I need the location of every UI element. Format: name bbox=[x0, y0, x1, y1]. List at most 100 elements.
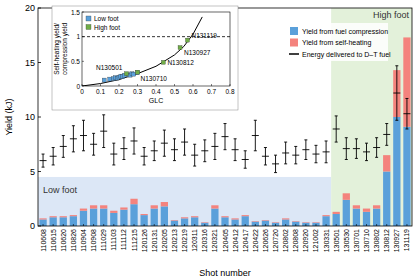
x-tick-label: 120422 bbox=[252, 229, 259, 252]
bar bbox=[302, 222, 309, 224]
bar bbox=[39, 219, 46, 226]
error-bar bbox=[393, 66, 400, 121]
x-tick-label: 130331 bbox=[323, 229, 330, 252]
x-tick bbox=[315, 224, 316, 226]
bar bbox=[262, 221, 269, 226]
inset-legend-label: Low foot bbox=[94, 15, 119, 22]
error-bar bbox=[161, 130, 168, 156]
x-tick bbox=[305, 224, 306, 226]
x-tick bbox=[285, 224, 286, 226]
bar bbox=[211, 205, 218, 208]
x-tick bbox=[53, 224, 54, 226]
region-label: Low foot bbox=[43, 185, 78, 195]
inset-x-tick-label: 0.4 bbox=[151, 88, 160, 95]
x-tick-label: 130701 bbox=[353, 229, 360, 252]
error-bar bbox=[40, 154, 47, 167]
bar bbox=[70, 215, 77, 216]
x-tick-label: 120205 bbox=[161, 229, 168, 252]
y-tick-label: 15 bbox=[25, 58, 35, 68]
point bbox=[132, 72, 136, 76]
bar bbox=[272, 223, 279, 226]
inset-x-tick-label: 0.8 bbox=[225, 88, 234, 95]
x-tick bbox=[154, 224, 155, 226]
bar bbox=[272, 222, 279, 224]
error-bar bbox=[292, 146, 299, 163]
inset-x-tick bbox=[230, 84, 231, 86]
error-bar bbox=[211, 133, 218, 159]
x-tick bbox=[83, 224, 84, 226]
x-tick-label: 120405 bbox=[222, 229, 229, 252]
bar bbox=[110, 211, 117, 213]
x-tick-label: 111103 bbox=[110, 229, 117, 251]
point-label: N130710 bbox=[141, 75, 168, 82]
bar bbox=[171, 221, 178, 226]
x-tick bbox=[336, 224, 337, 226]
x-tick-label: 120802 bbox=[282, 229, 289, 252]
error-bar bbox=[222, 124, 229, 150]
bar bbox=[70, 216, 77, 226]
bar bbox=[50, 217, 57, 226]
y-tick-label: 20 bbox=[25, 3, 35, 13]
bar bbox=[333, 212, 340, 214]
x-tick-label: 120321 bbox=[211, 229, 218, 252]
x-tick bbox=[123, 224, 124, 226]
error-bar bbox=[80, 120, 87, 151]
bar bbox=[161, 202, 168, 206]
error-bar bbox=[120, 138, 127, 160]
point bbox=[102, 78, 106, 82]
error-bar bbox=[100, 115, 107, 148]
x-tick-label: 111112 bbox=[120, 229, 127, 250]
bar bbox=[151, 205, 158, 208]
bar bbox=[242, 215, 249, 216]
bar bbox=[393, 117, 400, 226]
inset-x-axis-label: GLC bbox=[149, 97, 163, 104]
inset-x-tick-label: 0.6 bbox=[188, 88, 197, 95]
y-tick bbox=[38, 8, 41, 9]
error-bar bbox=[242, 151, 249, 168]
error-bar bbox=[232, 139, 239, 161]
x-tick bbox=[43, 224, 44, 226]
point bbox=[178, 46, 182, 50]
x-tick bbox=[214, 224, 215, 226]
x-tick-label: 110826 bbox=[70, 229, 77, 252]
bar bbox=[363, 209, 370, 212]
bar bbox=[151, 209, 158, 226]
legend: Yield from fuel compression Yield from se… bbox=[286, 23, 391, 61]
inset-legend-label: High foot bbox=[94, 24, 120, 32]
x-tick bbox=[376, 224, 377, 226]
error-bar bbox=[333, 116, 340, 142]
region bbox=[38, 177, 331, 226]
x-tick-label: 120412 bbox=[232, 229, 239, 252]
x-tick bbox=[396, 224, 397, 226]
error-bar bbox=[323, 141, 330, 163]
point bbox=[136, 71, 140, 75]
x-tick-label: 130812 bbox=[383, 229, 390, 252]
point bbox=[185, 38, 189, 42]
inset-y-tick-label: 0.5 bbox=[71, 58, 80, 65]
inset-y-tick-label: 1.5 bbox=[71, 9, 80, 16]
bar bbox=[242, 216, 249, 226]
legend-label: Yield from self-heating bbox=[302, 39, 371, 47]
x-tick-label: 130710 bbox=[363, 229, 370, 252]
bar bbox=[221, 217, 228, 226]
x-tick bbox=[113, 224, 114, 226]
inset-plot-area bbox=[82, 17, 230, 86]
error-bar bbox=[110, 143, 117, 165]
legend-label: Yield from fuel compression bbox=[302, 28, 388, 36]
bar bbox=[161, 206, 168, 226]
bar bbox=[333, 214, 340, 226]
bar bbox=[80, 211, 87, 226]
inset-legend-swatch bbox=[86, 25, 91, 30]
y-tick-label: 0 bbox=[30, 221, 35, 231]
bar bbox=[383, 172, 390, 227]
legend-label: Energy delivered to D–T fuel bbox=[302, 51, 391, 59]
x-tick bbox=[73, 224, 74, 226]
point bbox=[108, 77, 112, 81]
y-tick bbox=[38, 117, 41, 118]
region-label: High foot bbox=[373, 10, 410, 20]
inset-frame bbox=[82, 12, 230, 86]
x-tick bbox=[326, 224, 327, 226]
x-tick-label: 120626 bbox=[262, 229, 269, 252]
bar bbox=[252, 222, 259, 226]
error-bar bbox=[151, 141, 158, 161]
